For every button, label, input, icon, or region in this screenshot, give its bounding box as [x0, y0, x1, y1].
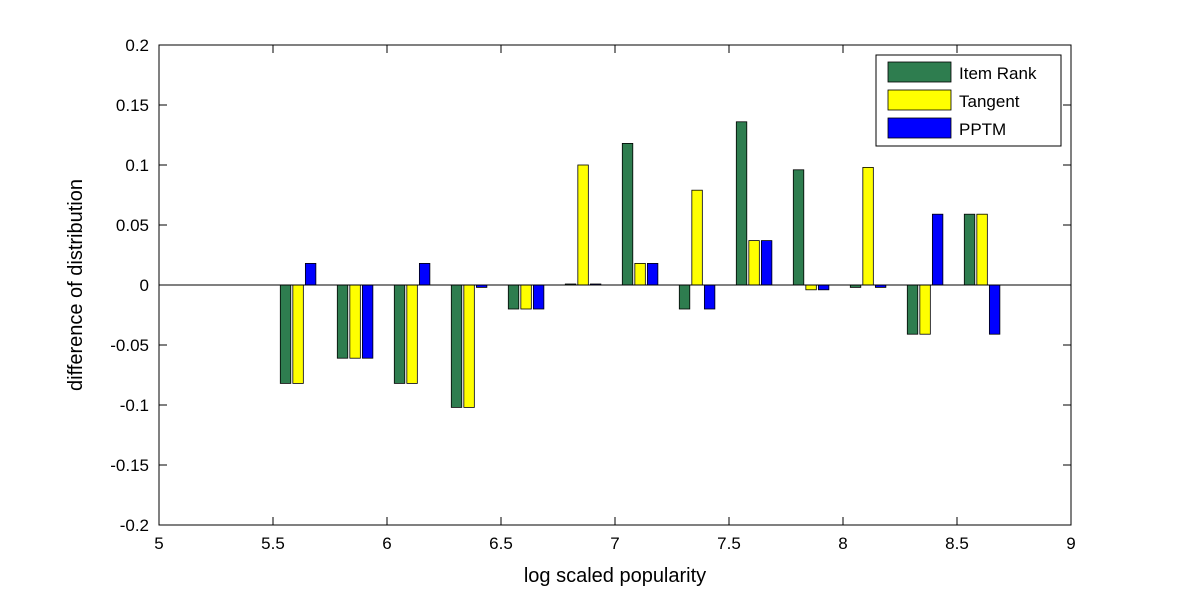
bar-tangent-12 — [976, 213, 988, 286]
x-tick-label: 7 — [610, 534, 619, 553]
bar-item-rank-1 — [336, 284, 349, 359]
x-tick-label: 9 — [1066, 534, 1075, 553]
y-tick-label: -0.15 — [110, 456, 149, 475]
bar-item-rank-12 — [963, 213, 976, 286]
axis-ticks: 5 5.5 6 6.5 7 7.5 8 8.5 9 -0.2 -0.15 -0.1 -0.05 0 0.05… — [110, 36, 1075, 553]
bar-pptm-2 — [418, 262, 431, 286]
bar-tangent-11 — [919, 284, 931, 335]
legend-swatch-pptm — [887, 117, 952, 139]
bar-tangent-7 — [691, 189, 703, 286]
y-tick-label: 0.2 — [125, 36, 149, 55]
bar-item-rank-2 — [393, 284, 406, 384]
bar-tangent-0 — [292, 284, 304, 384]
bar-tangent-4 — [520, 284, 532, 310]
x-tick-label: 8.5 — [945, 534, 969, 553]
bar-tangent-6 — [634, 262, 646, 286]
x-axis-label: log scaled popularity — [524, 565, 706, 587]
y-tick-label: -0.05 — [110, 336, 149, 355]
y-axis-label: difference of distribution — [65, 179, 87, 391]
legend-label-pptm: PPTM — [959, 120, 1006, 139]
bar-pptm-11 — [931, 213, 944, 286]
legend-swatch-tangent — [887, 89, 952, 111]
x-tick-label: 6 — [382, 534, 391, 553]
y-tick-label: 0 — [140, 276, 149, 295]
bar-tangent-8 — [748, 240, 760, 286]
legend-label-tangent: Tangent — [959, 92, 1020, 111]
bar-pptm-7 — [703, 284, 716, 310]
y-tick-label: 0.15 — [116, 96, 149, 115]
bars-layer — [279, 121, 1001, 408]
bar-pptm-0 — [304, 262, 317, 286]
x-tick-label: 7.5 — [717, 534, 741, 553]
bar-item-rank-0 — [279, 284, 292, 384]
bar-item-rank-8 — [735, 121, 748, 286]
bar-item-rank-11 — [906, 284, 919, 335]
bar-tangent-9 — [805, 284, 817, 291]
x-tick-label: 5 — [154, 534, 163, 553]
x-tick-label: 8 — [838, 534, 847, 553]
bar-tangent-3 — [463, 284, 475, 408]
y-tick-label: 0.1 — [125, 156, 149, 175]
legend-label-item-rank: Item Rank — [959, 64, 1037, 83]
y-tick-label: -0.2 — [120, 516, 149, 535]
y-tick-label: 0.05 — [116, 216, 149, 235]
bar-item-rank-7 — [678, 284, 691, 310]
bar-tangent-2 — [406, 284, 418, 384]
bar-item-rank-9 — [792, 169, 805, 286]
bar-tangent-10 — [862, 166, 874, 286]
bar-pptm-9 — [817, 284, 830, 291]
x-tick-label: 6.5 — [489, 534, 513, 553]
bar-pptm-12 — [988, 284, 1001, 335]
bar-pptm-4 — [532, 284, 545, 310]
y-tick-label: -0.1 — [120, 396, 149, 415]
bar-item-rank-6 — [621, 142, 634, 286]
bar-item-rank-3 — [450, 284, 463, 408]
bar-tangent-1 — [349, 284, 361, 359]
legend: Item Rank Tangent PPTM — [875, 54, 1062, 147]
legend-swatch-item-rank — [887, 61, 952, 83]
bar-pptm-8 — [760, 240, 773, 286]
bar-pptm-6 — [646, 262, 659, 286]
bar-pptm-1 — [361, 284, 374, 359]
bar-item-rank-4 — [507, 284, 520, 310]
bar-tangent-5 — [577, 164, 589, 286]
x-tick-label: 5.5 — [261, 534, 285, 553]
